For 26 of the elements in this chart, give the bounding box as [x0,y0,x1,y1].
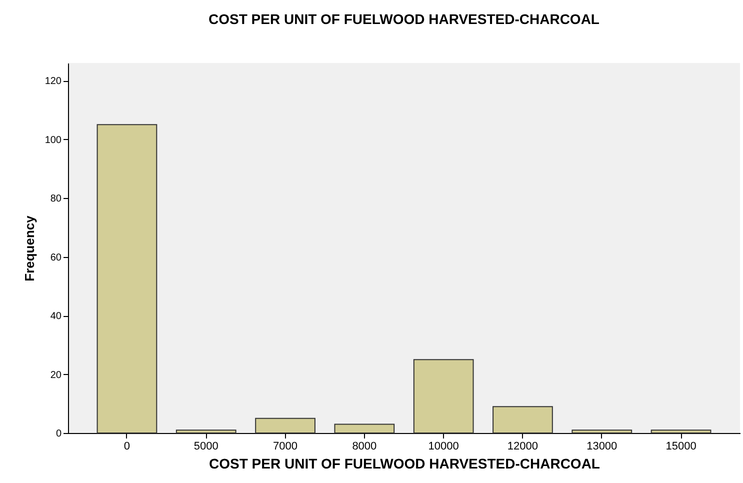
chart-title: COST PER UNIT OF FUELWOOD HARVESTED-CHARCOAL [208,11,600,27]
x-tick-label: 8000 [352,440,377,452]
bar [255,418,316,434]
x-tick-label: 7000 [273,440,298,452]
y-tick-label: 120 [44,76,62,88]
x-tick-label: 13000 [586,440,618,452]
y-tick-label: 100 [44,134,62,146]
y-tick-label: 80 [50,194,62,205]
x-axis-title: COST PER UNIT OF FUELWOOD HARVESTED-CHARCOAL [209,456,600,472]
x-tick-label: 0 [124,440,130,452]
x-tick-label: 10000 [428,440,459,452]
bar [572,430,632,434]
x-tick-label: 15000 [666,440,696,452]
y-axis-title: Frequency [22,214,37,282]
y-tick-label: 40 [50,311,62,322]
x-tick-label: 5000 [194,440,218,452]
bar [650,430,712,434]
y-tick-label: 20 [50,370,62,381]
y-tick-label: 60 [50,252,62,264]
y-tick-label: 0 [56,428,62,440]
x-tick-label: 12000 [507,440,538,452]
bar [413,359,474,434]
bar [492,406,553,434]
bar [96,124,158,434]
bar [176,430,236,434]
bar [334,424,395,434]
